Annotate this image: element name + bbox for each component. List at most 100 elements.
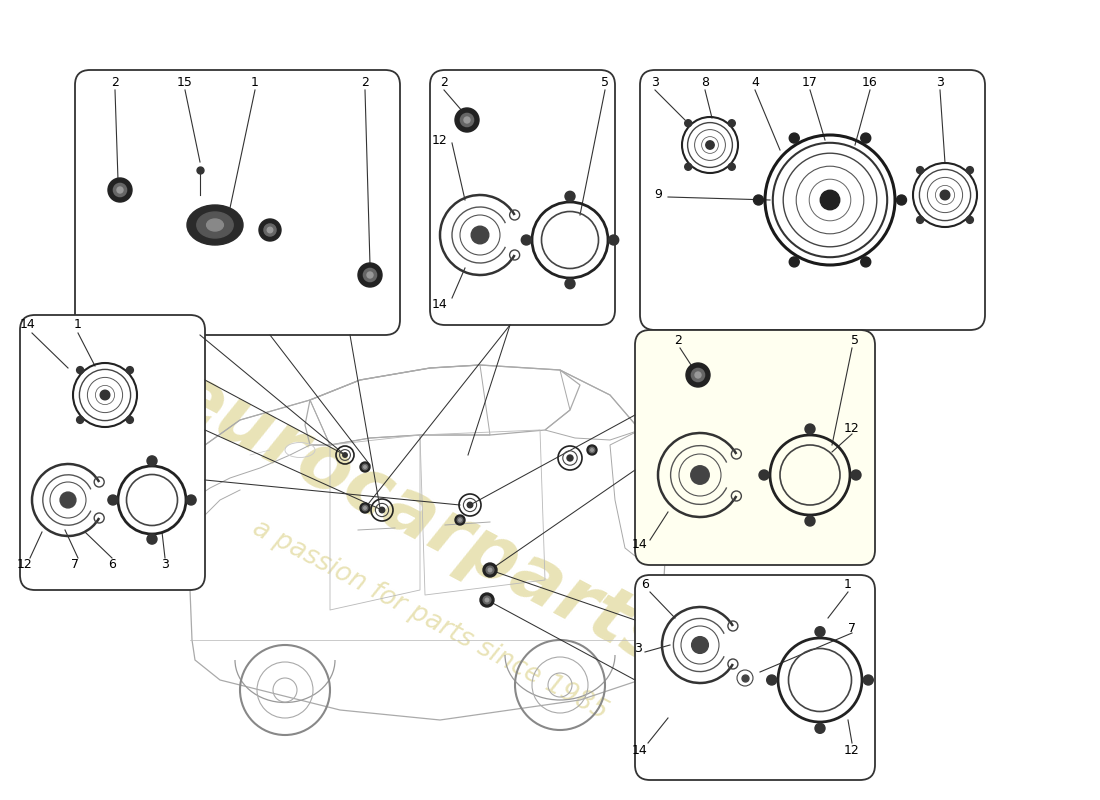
Circle shape: [471, 226, 488, 244]
Circle shape: [684, 163, 692, 170]
Text: 3: 3: [936, 75, 944, 89]
Circle shape: [566, 455, 573, 461]
Text: 6: 6: [108, 558, 115, 571]
Text: 4: 4: [751, 75, 759, 89]
Circle shape: [147, 456, 157, 466]
Circle shape: [706, 141, 714, 149]
Circle shape: [364, 466, 366, 468]
Ellipse shape: [207, 219, 223, 231]
Text: 5: 5: [851, 334, 859, 346]
FancyBboxPatch shape: [635, 575, 874, 780]
Circle shape: [860, 133, 871, 143]
Text: 14: 14: [632, 743, 648, 757]
Ellipse shape: [187, 205, 243, 245]
Circle shape: [851, 470, 861, 480]
Circle shape: [488, 568, 492, 572]
Text: 2: 2: [111, 75, 119, 89]
FancyBboxPatch shape: [20, 315, 205, 590]
Text: 8: 8: [701, 75, 710, 89]
Circle shape: [815, 723, 825, 734]
Circle shape: [367, 272, 373, 278]
Circle shape: [483, 596, 491, 604]
Circle shape: [684, 120, 692, 126]
Text: 2: 2: [674, 334, 682, 346]
Text: 12: 12: [844, 743, 860, 757]
Circle shape: [565, 278, 575, 289]
Circle shape: [896, 195, 906, 205]
FancyBboxPatch shape: [75, 70, 400, 335]
Text: 6: 6: [641, 578, 649, 591]
Text: 12: 12: [844, 422, 860, 434]
Text: 1: 1: [844, 578, 851, 591]
FancyBboxPatch shape: [640, 70, 984, 330]
Circle shape: [267, 227, 273, 233]
Text: 17: 17: [802, 75, 818, 89]
Circle shape: [916, 166, 924, 174]
Circle shape: [264, 224, 276, 236]
Circle shape: [358, 263, 382, 287]
Text: 3: 3: [651, 75, 659, 89]
Text: 5: 5: [601, 75, 609, 89]
Circle shape: [790, 133, 800, 143]
Text: 16: 16: [862, 75, 878, 89]
Text: 12: 12: [18, 558, 33, 571]
Circle shape: [754, 195, 763, 205]
Text: 3: 3: [634, 642, 642, 654]
Circle shape: [967, 166, 974, 174]
Text: 7: 7: [848, 622, 856, 634]
Circle shape: [486, 566, 494, 574]
Circle shape: [108, 178, 132, 202]
Circle shape: [767, 675, 777, 685]
FancyBboxPatch shape: [430, 70, 615, 325]
Circle shape: [864, 675, 873, 685]
Circle shape: [759, 470, 769, 480]
Circle shape: [728, 163, 735, 170]
Circle shape: [455, 108, 478, 132]
Circle shape: [480, 593, 494, 607]
Circle shape: [805, 516, 815, 526]
Circle shape: [77, 416, 84, 423]
Text: a passion for parts since 1985: a passion for parts since 1985: [248, 515, 612, 725]
Circle shape: [77, 366, 84, 374]
Text: 2: 2: [440, 75, 448, 89]
Text: 14: 14: [632, 538, 648, 551]
Circle shape: [686, 363, 710, 387]
Circle shape: [455, 515, 465, 525]
Circle shape: [483, 563, 497, 577]
Text: 14: 14: [432, 298, 448, 311]
Circle shape: [464, 117, 470, 123]
Circle shape: [126, 366, 133, 374]
Circle shape: [940, 190, 949, 200]
FancyBboxPatch shape: [635, 330, 874, 565]
Circle shape: [258, 219, 280, 241]
Circle shape: [108, 495, 118, 505]
Circle shape: [113, 183, 127, 197]
Circle shape: [695, 372, 701, 378]
Circle shape: [692, 637, 708, 654]
Circle shape: [608, 235, 618, 245]
Text: eurocarparts: eurocarparts: [157, 357, 683, 683]
Circle shape: [126, 416, 133, 423]
Circle shape: [117, 187, 123, 193]
Circle shape: [468, 502, 473, 508]
Circle shape: [458, 518, 463, 522]
Circle shape: [100, 390, 110, 400]
Circle shape: [565, 191, 575, 202]
Text: 9: 9: [654, 189, 662, 202]
Circle shape: [461, 114, 474, 126]
Circle shape: [360, 503, 370, 513]
Text: 1: 1: [251, 75, 258, 89]
Circle shape: [587, 445, 597, 455]
Text: 7: 7: [72, 558, 79, 571]
Circle shape: [815, 626, 825, 637]
Circle shape: [364, 506, 366, 510]
Text: 15: 15: [177, 75, 192, 89]
Circle shape: [459, 518, 461, 522]
Circle shape: [790, 257, 800, 267]
Circle shape: [805, 424, 815, 434]
Text: 12: 12: [432, 134, 448, 146]
Circle shape: [362, 506, 367, 510]
Text: 14: 14: [20, 318, 36, 331]
Circle shape: [379, 507, 385, 513]
Circle shape: [485, 598, 488, 602]
